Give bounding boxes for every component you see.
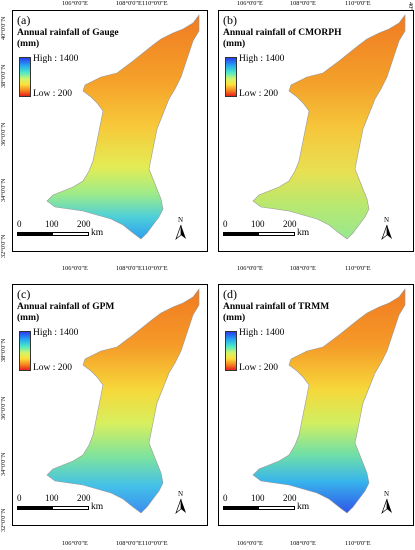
lon-tick-top-4: 106°0'0"E: [237, 0, 263, 7]
shaanxi-rainfall-map: [252, 14, 406, 240]
shaanxi-rainfall-map: [46, 288, 200, 514]
north-arrow: N: [379, 216, 395, 241]
north-label: N: [384, 490, 390, 498]
legend-high-label: High : 1400: [239, 54, 285, 64]
scale-bar: 0 100 200 km: [223, 491, 318, 515]
lon-tick-top-2: 108°0'0"E: [116, 0, 142, 7]
map-title: Annual rainfall of CMORPH (mm): [223, 28, 373, 50]
north-arrow-icon: [381, 224, 392, 241]
legend-low-label: Low : 200: [33, 363, 73, 373]
north-arrow: N: [379, 490, 395, 515]
lon-tick-bot-1: 106°0'0"E: [62, 540, 88, 547]
north-label: N: [178, 216, 184, 224]
scale-bar-graphic: [17, 506, 89, 510]
scale-label-200: 200: [77, 219, 91, 229]
scale-bar: 0 100 200 km: [17, 491, 112, 515]
map-title: Annual rainfall of TRMM (mm): [223, 302, 373, 324]
lon-tick-top-5: 108°0'0"E: [290, 0, 316, 7]
north-arrow-icon: [175, 224, 186, 241]
scale-unit: km: [297, 228, 310, 238]
map-panel-b: (b) Annual rainfall of CMORPH (mm) High …: [218, 10, 414, 252]
scale-bar-graphic: [223, 232, 295, 236]
scale-label-200: 200: [77, 493, 91, 503]
legend-low-label: Low : 200: [33, 89, 73, 99]
lat-tick-left-2: 38°0'0"N: [0, 64, 7, 88]
map-title: Annual rainfall of Gauge (mm): [17, 28, 167, 50]
lat-tick-left-8: 34°0'0"N: [0, 452, 7, 476]
map-title-line1: Annual rainfall of Gauge: [17, 28, 119, 38]
map-panel-c: (c) Annual rainfall of GPM (mm) High : 1…: [12, 284, 208, 526]
scale-label-100: 100: [45, 219, 59, 229]
scale-bar: 0 100 200 km: [17, 217, 112, 241]
lon-tick-bot-5: 108°0'0"E: [290, 540, 316, 547]
map-panel-d: (d) Annual rainfall of TRMM (mm) High : …: [218, 284, 414, 526]
lon-tick-bot-6: 110°0'0"E: [345, 540, 371, 547]
map-title-unit: (mm): [223, 313, 246, 323]
map-title-line1: Annual rainfall of TRMM: [223, 302, 330, 312]
map-title-unit: (mm): [17, 39, 40, 49]
legend-color-ramp: [19, 331, 31, 371]
scale-unit: km: [91, 502, 104, 512]
scale-label-200: 200: [283, 493, 297, 503]
panel-label: (a): [17, 13, 31, 27]
map-title: Annual rainfall of GPM (mm): [17, 302, 167, 324]
scale-label-100: 100: [251, 493, 265, 503]
legend-high-label: High : 1400: [33, 328, 79, 338]
north-label: N: [384, 216, 390, 224]
lon-tick-top-1: 106°0'0"E: [62, 0, 88, 7]
lat-tick-left-3: 36°0'0"N: [0, 122, 7, 146]
north-arrow: N: [173, 216, 189, 241]
north-arrow: N: [173, 490, 189, 515]
lon-tick-mid-3: 110°0'0"E: [142, 265, 168, 272]
legend-color-ramp: [225, 57, 237, 97]
scale-label-100: 100: [251, 219, 265, 229]
lon-tick-mid-4: 106°0'0"E: [237, 265, 263, 272]
lon-tick-top-6: 110°0'0"E: [345, 0, 371, 7]
scale-label-0: 0: [17, 493, 22, 503]
lon-tick-bot-2: 108°0'0"E: [116, 540, 142, 547]
legend-low-label: Low : 200: [239, 89, 279, 99]
lat-tick-left-6: 38°0'0"N: [0, 338, 7, 362]
legend-high-label: High : 1400: [239, 328, 285, 338]
lat-tick-left-9: 32°0'0"N: [0, 508, 7, 532]
scale-unit: km: [91, 228, 104, 238]
lon-tick-mid-5: 108°0'0"E: [290, 265, 316, 272]
lon-tick-bot-4: 106°0'0"E: [237, 540, 263, 547]
lon-tick-top-3: 110°0'0"E: [142, 0, 168, 7]
scale-bar-graphic: [223, 506, 295, 510]
scale-unit: km: [297, 502, 310, 512]
lat-tick-left-5: 32°0'0"N: [0, 234, 7, 258]
map-title-line1: Annual rainfall of GPM: [17, 302, 115, 312]
map-panel-a: (a) Annual rainfall of Gauge (mm) High :…: [12, 10, 208, 252]
lat-tick-left-7: 36°0'0"N: [0, 396, 7, 420]
legend-low-label: Low : 200: [239, 363, 279, 373]
shaanxi-rainfall-map: [252, 288, 406, 514]
north-label: N: [178, 490, 184, 498]
lon-tick-bot-3: 110°0'0"E: [142, 540, 168, 547]
panel-label: (b): [223, 13, 237, 27]
scale-label-0: 0: [223, 493, 228, 503]
north-arrow-icon: [175, 498, 186, 515]
legend-color-ramp: [225, 331, 237, 371]
panel-label: (c): [17, 287, 31, 301]
lon-tick-mid-1: 106°0'0"E: [62, 265, 88, 272]
legend-color-ramp: [19, 57, 31, 97]
scale-label-100: 100: [45, 493, 59, 503]
lat-tick-left-1: 40°0'0"N: [0, 16, 7, 40]
legend-high-label: High : 1400: [33, 54, 79, 64]
panel-label: (d): [223, 287, 237, 301]
map-title-line1: Annual rainfall of CMORPH: [223, 28, 342, 38]
scale-label-0: 0: [17, 219, 22, 229]
map-title-unit: (mm): [223, 39, 246, 49]
scale-label-200: 200: [283, 219, 297, 229]
north-arrow-icon: [381, 498, 392, 515]
shaanxi-rainfall-map: [46, 14, 200, 240]
lon-tick-mid-6: 110°0'0"E: [345, 265, 371, 272]
scale-label-0: 0: [223, 219, 228, 229]
map-title-unit: (mm): [17, 313, 40, 323]
scale-bar: 0 100 200 km: [223, 217, 318, 241]
lon-tick-mid-2: 108°0'0"E: [116, 265, 142, 272]
lat-tick-left-4: 34°0'0"N: [0, 178, 7, 202]
scale-bar-graphic: [17, 232, 89, 236]
